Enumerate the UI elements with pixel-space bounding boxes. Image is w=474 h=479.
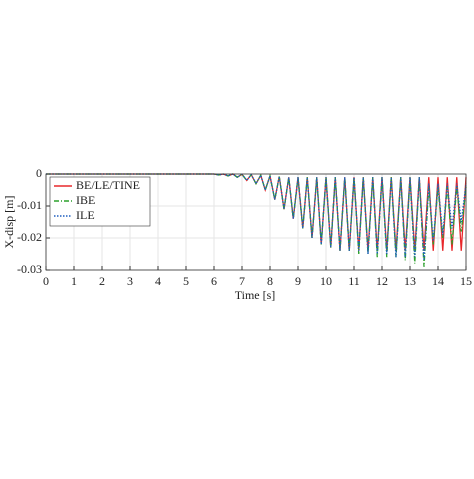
- y-tick-label: -0.03: [17, 262, 42, 276]
- y-tick-label: 0: [36, 166, 42, 180]
- y-axis-label: X-disp [m]: [2, 196, 16, 249]
- legend-label: BE/LE/TINE: [76, 178, 140, 192]
- x-tick-label: 15: [460, 274, 472, 288]
- y-tick-label: -0.02: [17, 230, 42, 244]
- x-tick-label: 14: [432, 274, 444, 288]
- legend-label: IBE: [76, 193, 95, 207]
- x-tick-label: 4: [155, 274, 161, 288]
- x-axis-label: Time [s]: [235, 288, 276, 302]
- x-tick-label: 1: [71, 274, 77, 288]
- x-tick-label: 10: [320, 274, 332, 288]
- x-tick-label: 5: [183, 274, 189, 288]
- series-line: [46, 173, 467, 261]
- legend-label: ILE: [76, 208, 95, 222]
- x-tick-label: 13: [404, 274, 416, 288]
- x-tick-label: 0: [43, 274, 49, 288]
- x-tick-label: 8: [267, 274, 273, 288]
- x-tick-label: 6: [211, 274, 217, 288]
- plot-frame: [45, 173, 467, 271]
- x-tick-label: 2: [99, 274, 105, 288]
- y-tick-label: -0.01: [17, 198, 42, 212]
- x-tick-label: 9: [295, 274, 301, 288]
- x-tick-label: 12: [376, 274, 388, 288]
- x-tick-label: 11: [348, 274, 360, 288]
- x-tick-label: 3: [127, 274, 133, 288]
- x-tick-label: 7: [239, 274, 245, 288]
